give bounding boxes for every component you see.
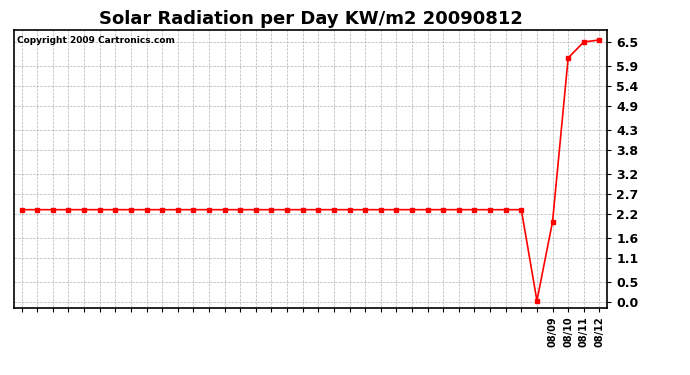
Text: Copyright 2009 Cartronics.com: Copyright 2009 Cartronics.com	[17, 36, 175, 45]
Title: Solar Radiation per Day KW/m2 20090812: Solar Radiation per Day KW/m2 20090812	[99, 10, 522, 28]
